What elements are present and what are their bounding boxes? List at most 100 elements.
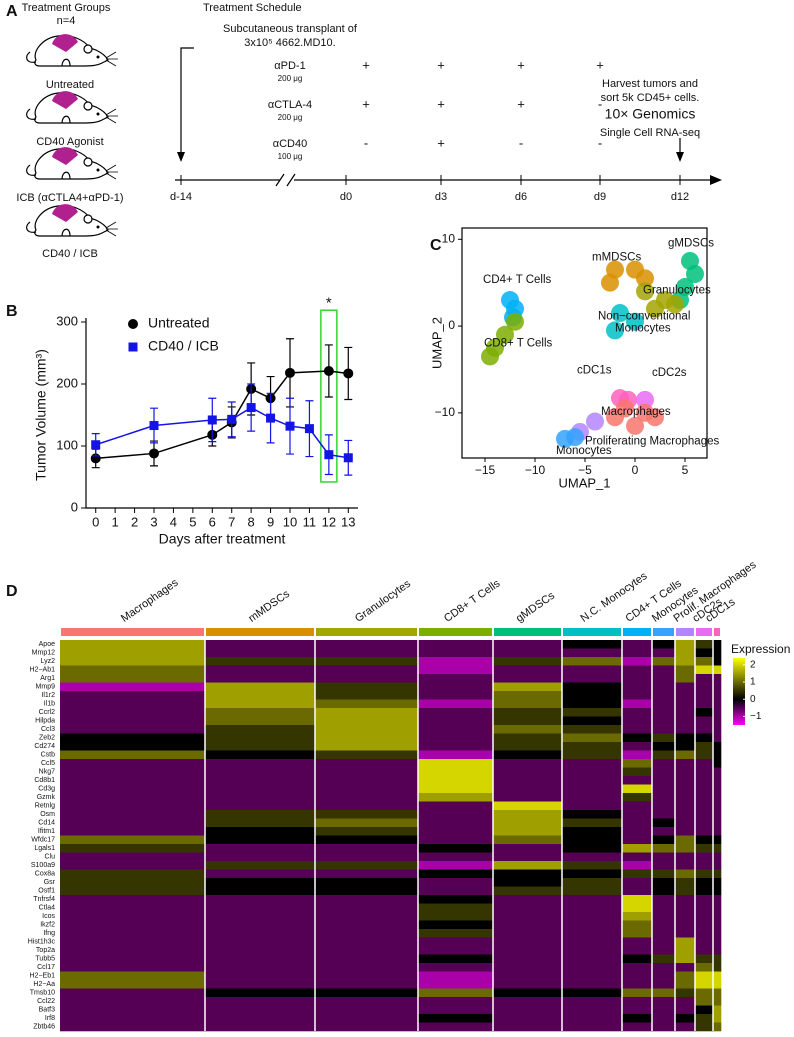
heat-cell: [562, 963, 623, 972]
cluster-bar: [676, 628, 694, 636]
heat-cell: [622, 784, 653, 794]
gene-label: Top2a: [36, 947, 55, 954]
gene-label: Irf8: [45, 1015, 55, 1022]
heat-cell: [315, 852, 419, 862]
heat-cell: [713, 878, 722, 887]
heat-cell: [60, 954, 206, 964]
heat-cell: [315, 835, 419, 845]
cluster-bar: [316, 628, 417, 636]
heat-cell: [205, 750, 316, 760]
heat-cell: [205, 878, 316, 887]
x-tick-label: 7: [228, 514, 235, 529]
heat-cell: [60, 971, 206, 981]
harvest-text: sort 5k CD45+ cells.: [601, 92, 700, 104]
heat-cell: [652, 674, 676, 683]
heat-cell: [675, 946, 696, 955]
heat-cell: [493, 963, 563, 972]
heat-cell: [622, 827, 653, 836]
cluster-bar: [623, 628, 651, 636]
heat-cell: [652, 691, 676, 700]
heat-cell: [713, 835, 722, 845]
heat-cell: [60, 861, 206, 870]
heat-cell: [695, 725, 714, 734]
heat-cell: [652, 912, 676, 921]
heat-cell: [652, 1014, 676, 1023]
heat-cell: [493, 878, 563, 887]
cluster-point: [601, 273, 619, 292]
heat-cell: [713, 937, 722, 947]
cluster-point: [636, 390, 654, 409]
heat-cell: [695, 861, 714, 870]
cluster-label: cDC2s: [652, 367, 687, 379]
heat-cell: [60, 852, 206, 862]
heat-cell: [493, 912, 563, 921]
heat-cell: [60, 793, 206, 802]
heat-cell: [60, 1005, 206, 1015]
heat-cell: [675, 793, 696, 802]
heat-cell: [695, 895, 714, 904]
cluster-point: [636, 269, 654, 288]
x-tick-label: 5: [189, 514, 196, 529]
heat-cell: [562, 665, 623, 675]
gene-label: Retnlg: [35, 803, 55, 810]
heat-cell: [652, 886, 676, 896]
heat-cell: [622, 886, 653, 896]
heat-cell: [562, 878, 623, 887]
heat-cell: [315, 1022, 419, 1032]
gene-label: Apoe: [39, 641, 55, 648]
panel-label: B: [6, 303, 18, 320]
timepoint-label: d6: [515, 191, 527, 203]
heat-cell: [675, 657, 696, 666]
heat-cell: [60, 920, 206, 930]
heat-cell: [695, 980, 714, 989]
heat-cell: [418, 878, 494, 887]
heat-cell: [622, 810, 653, 819]
cluster-point: [626, 312, 644, 331]
heat-cell: [493, 699, 563, 709]
heat-cell: [695, 818, 714, 828]
color-tick-label: 2: [750, 660, 756, 671]
heat-cell: [562, 895, 623, 904]
heat-cell: [652, 725, 676, 734]
heat-cell: [562, 784, 623, 794]
heat-cell: [60, 988, 206, 998]
cluster-label: gMDSCs: [668, 238, 714, 250]
group-label: CD40 Agonist: [36, 136, 103, 148]
cluster-bar: [419, 628, 492, 636]
heat-cell: [493, 954, 563, 964]
heat-cell: [315, 929, 419, 938]
heat-cell: [695, 674, 714, 683]
heat-cell: [713, 997, 722, 1006]
heat-cell: [315, 708, 419, 717]
heat-cell: [675, 708, 696, 717]
heat-cell: [675, 929, 696, 938]
heat-cell: [622, 767, 653, 777]
heat-cell: [675, 963, 696, 972]
gene-label: Cox8a: [35, 871, 55, 878]
mouse-icon: [26, 33, 119, 67]
heat-cell: [60, 657, 206, 666]
harvest-text: Harvest tumors and: [602, 78, 698, 90]
heat-cell: [695, 1005, 714, 1015]
heat-cell: [315, 682, 419, 692]
heat-cell: [205, 895, 316, 904]
heat-cell: [418, 776, 494, 785]
heat-cell: [315, 784, 419, 794]
heat-cell: [562, 971, 623, 981]
heat-cell: [205, 699, 316, 709]
heat-cell: [562, 852, 623, 862]
heat-cell: [60, 648, 206, 658]
heat-cell: [493, 861, 563, 870]
heat-cell: [562, 818, 623, 828]
heat-cell: [562, 869, 623, 879]
heat-cell: [675, 716, 696, 726]
heat-cell: [315, 963, 419, 972]
heat-cell: [675, 903, 696, 913]
heat-cell: [622, 912, 653, 921]
heat-cell: [695, 912, 714, 921]
heat-cell: [695, 784, 714, 794]
heat-cell: [562, 759, 623, 768]
heat-cell: [418, 1014, 494, 1023]
heat-cell: [205, 784, 316, 794]
